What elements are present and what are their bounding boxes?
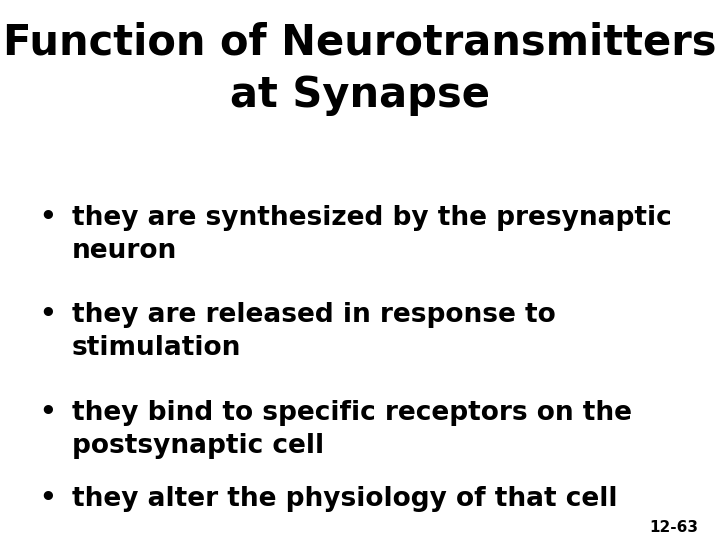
Text: 12-63: 12-63 bbox=[649, 519, 698, 535]
Text: they bind to specific receptors on the
postsynaptic cell: they bind to specific receptors on the p… bbox=[72, 400, 632, 458]
Text: they are released in response to
stimulation: they are released in response to stimula… bbox=[72, 302, 556, 361]
Text: •: • bbox=[40, 302, 56, 328]
Text: •: • bbox=[40, 205, 56, 231]
Text: •: • bbox=[40, 400, 56, 426]
Text: they alter the physiology of that cell: they alter the physiology of that cell bbox=[72, 486, 618, 512]
Text: they are synthesized by the presynaptic
neuron: they are synthesized by the presynaptic … bbox=[72, 205, 672, 264]
Text: Function of Neurotransmitters
at Synapse: Function of Neurotransmitters at Synapse bbox=[4, 22, 716, 116]
Text: •: • bbox=[40, 486, 56, 512]
